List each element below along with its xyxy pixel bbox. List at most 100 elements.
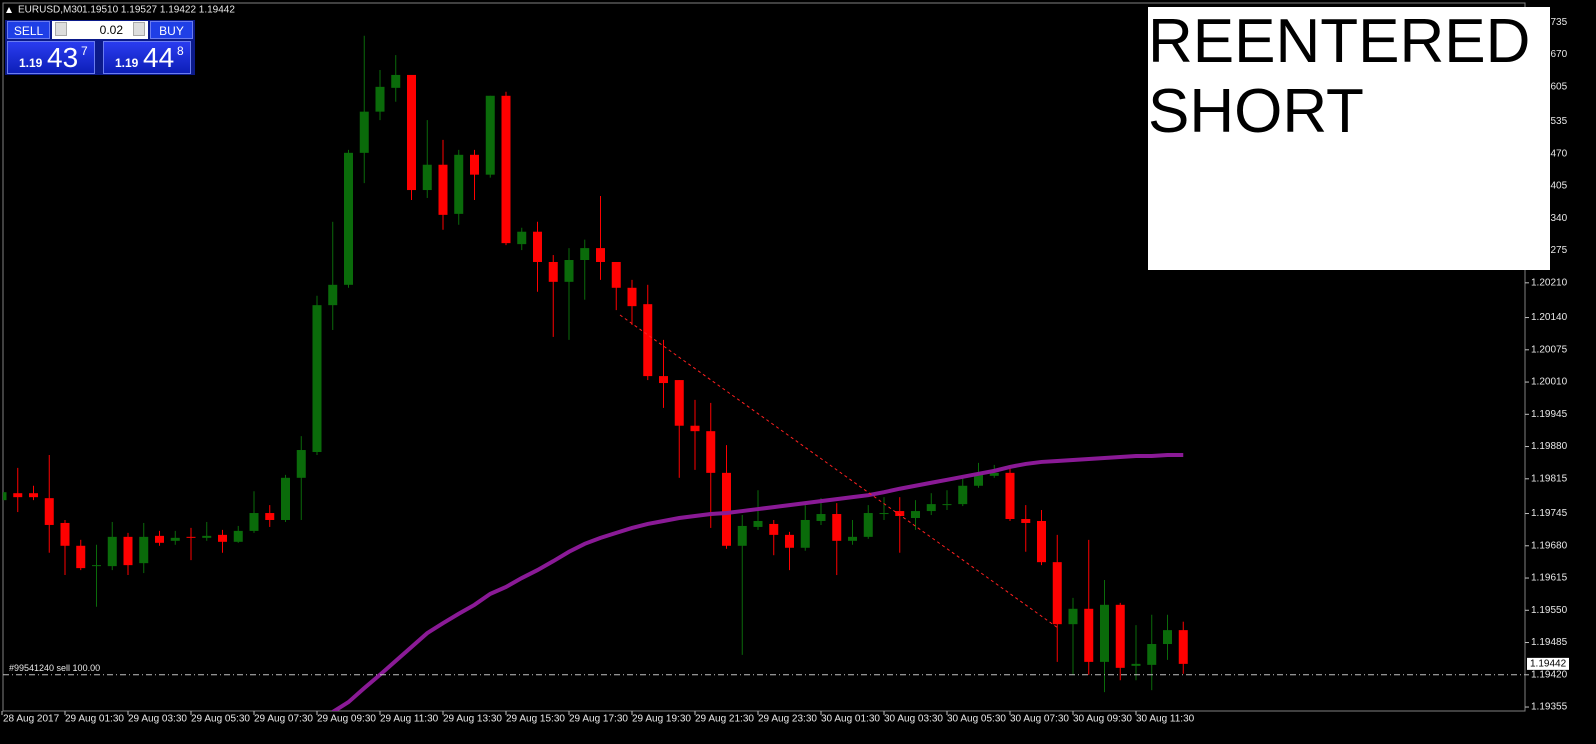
x-tick-label: 29 Aug 13:30 [443, 714, 502, 725]
x-tick-label: 29 Aug 01:30 [65, 714, 124, 725]
candle-body [1163, 630, 1172, 645]
x-tick-label: 29 Aug 23:30 [758, 714, 817, 725]
candle-body [1021, 518, 1031, 523]
x-tick-label: 29 Aug 05:30 [191, 714, 250, 725]
candle-body [958, 485, 968, 505]
candle-body [29, 493, 38, 498]
candle-body [564, 260, 574, 282]
candle-body [989, 472, 999, 476]
candle-body [737, 525, 747, 546]
x-tick-label: 30 Aug 11:30 [1136, 714, 1195, 725]
candle-body [470, 154, 479, 175]
lot-input[interactable]: 0.02 [52, 21, 148, 39]
candle-body [832, 514, 842, 541]
x-tick-label: 29 Aug 21:30 [695, 714, 754, 725]
moving-average [331, 452, 1184, 711]
chart-subtitle: 1.19510 1.19527 1.19422 1.19442 [82, 5, 235, 16]
candle-body [296, 450, 306, 478]
candle-body [548, 261, 558, 282]
candle-body [911, 511, 920, 518]
lot-up[interactable] [133, 22, 145, 36]
candle-body [706, 431, 716, 473]
collapse-icon[interactable] [6, 7, 12, 13]
axes: 1.19355 1.19420 1.19485 1.19550 1.19615 1.196… [1, 17, 1569, 725]
candle-body [123, 536, 133, 566]
buy-button[interactable]: BUY [150, 21, 193, 39]
candle-body [139, 536, 149, 564]
x-tick-label: 29 Aug 19:30 [632, 714, 691, 725]
bid-label: 1.19442 [1530, 659, 1567, 670]
candle-body [596, 248, 605, 262]
x-tick-label: 29 Aug 17:30 [569, 714, 628, 725]
candle-body [816, 514, 826, 521]
y-tick-label: 1.19680 [1531, 540, 1568, 551]
x-tick-label: 30 Aug 05:30 [947, 714, 1006, 725]
candle-body [643, 304, 653, 377]
x-tick-label: 29 Aug 07:30 [254, 714, 313, 725]
candle-body [155, 535, 164, 543]
candle-body [375, 86, 385, 112]
candle-body [659, 376, 668, 384]
x-tick-label: 28 Aug 2017 [3, 714, 60, 725]
candle-body [974, 472, 983, 486]
candle-body [1115, 604, 1125, 668]
candle-body [674, 380, 684, 426]
candle-body [44, 498, 54, 525]
candle-body [249, 513, 259, 531]
y-tick-label: 1.19485 [1531, 637, 1568, 648]
candle-body [580, 248, 590, 261]
lot-down[interactable] [55, 22, 67, 36]
y-tick-label: 1.20010 [1531, 377, 1568, 388]
candle-body [863, 513, 873, 537]
order-label: #99541240 sell 100.00 [9, 663, 100, 673]
overlay-line: SHORT [1148, 77, 1364, 146]
candle-body [785, 534, 794, 548]
candle-body [107, 536, 117, 567]
x-tick-label: 30 Aug 09:30 [1073, 714, 1132, 725]
price-big: 1.19 [115, 56, 139, 70]
y-tick-label: 1.20075 [1531, 344, 1568, 355]
sell-button[interactable]: SELL [7, 21, 50, 39]
candle-body [1178, 630, 1188, 664]
overlay-line: REENTERED [1148, 7, 1531, 76]
candle-body [1037, 520, 1046, 563]
candle-body [533, 231, 542, 262]
candle-body [422, 164, 432, 191]
bid-box [1527, 657, 1569, 670]
candle-body [438, 164, 448, 215]
candle-body [391, 74, 401, 88]
candle-body [485, 95, 495, 175]
y-tick-label: 1.20140 [1531, 312, 1568, 323]
x-tick-label: 29 Aug 15:30 [506, 714, 565, 725]
candle-body [454, 154, 464, 214]
y-tick-label: 1.19420 [1531, 669, 1568, 680]
candle-body [753, 520, 763, 527]
sell-price[interactable]: 1.19 43 7 [7, 41, 95, 74]
buy-price[interactable]: 1.19 44 8 [103, 41, 191, 74]
price-point: 8 [177, 44, 184, 58]
candle-body [407, 74, 416, 191]
candle-body [328, 284, 338, 306]
candle-body [186, 536, 196, 538]
x-tick-label: 30 Aug 01:30 [821, 714, 880, 725]
chart-title: EURUSD,M30 [18, 5, 83, 16]
candle-body [344, 152, 353, 285]
candle-body [312, 305, 322, 453]
candle-body [76, 545, 86, 569]
plot-area [3, 35, 1525, 711]
candle-body [233, 530, 243, 542]
x-tick-label: 29 Aug 03:30 [128, 714, 187, 725]
candle-body [170, 537, 180, 541]
price-pips: 44 [143, 42, 175, 73]
candle-body [265, 513, 275, 520]
candle-body [611, 261, 621, 288]
candle-body [501, 95, 511, 244]
candle-body [3, 492, 7, 501]
y-tick-label: 1.19745 [1531, 508, 1568, 519]
candle-body [60, 522, 70, 546]
candle-body [202, 535, 212, 538]
candle-body [359, 111, 369, 153]
y-tick-label: 1.19815 [1531, 473, 1568, 484]
